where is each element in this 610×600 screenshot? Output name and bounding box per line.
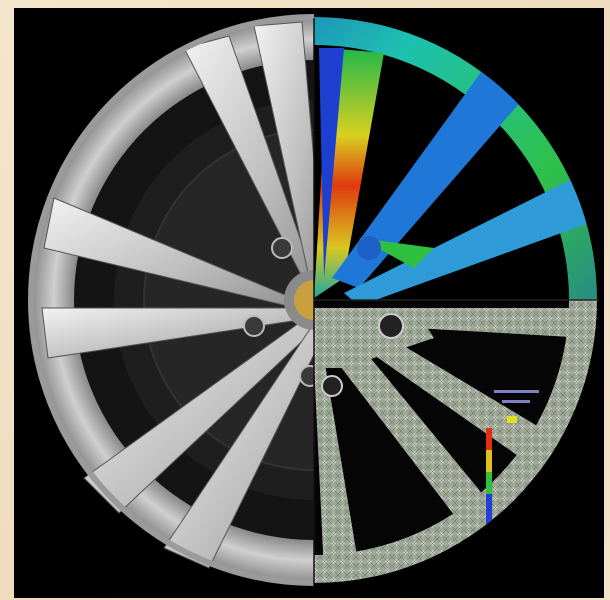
wheel-panel — [14, 8, 604, 598]
wheel-illustration — [28, 14, 599, 588]
color-legend-bar — [486, 390, 539, 528]
photo-render-half — [28, 14, 314, 586]
